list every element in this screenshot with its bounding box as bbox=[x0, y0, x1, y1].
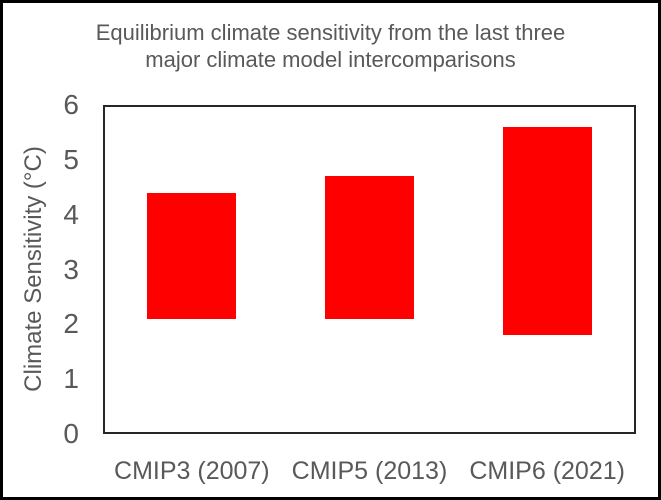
x-category-label: CMIP5 (2013) bbox=[291, 457, 448, 485]
y-tick-label: 0 bbox=[63, 418, 79, 449]
y-tick-label: 3 bbox=[63, 253, 79, 285]
range-bar-cmip6 bbox=[502, 126, 592, 336]
x-category-label: CMIP6 (2021) bbox=[469, 457, 625, 485]
range-bar-cmip5 bbox=[325, 176, 414, 319]
chart-title-line-2: major climate model intercomparisons bbox=[145, 47, 516, 72]
chart-title-line-1: Equilibrium climate sensitivity from the… bbox=[95, 20, 566, 45]
x-category-label: CMIP3 (2007) bbox=[114, 457, 270, 485]
y-tick-label: 2 bbox=[63, 308, 79, 340]
y-tick-label: 4 bbox=[63, 198, 79, 230]
chart-title: Equilibrium climate sensitivity from the… bbox=[3, 19, 658, 73]
y-tick-label: 1 bbox=[63, 363, 79, 395]
range-bar-cmip3 bbox=[147, 192, 237, 319]
y-tick-label: 6 bbox=[63, 89, 79, 120]
y-tick-label: 5 bbox=[63, 143, 79, 175]
